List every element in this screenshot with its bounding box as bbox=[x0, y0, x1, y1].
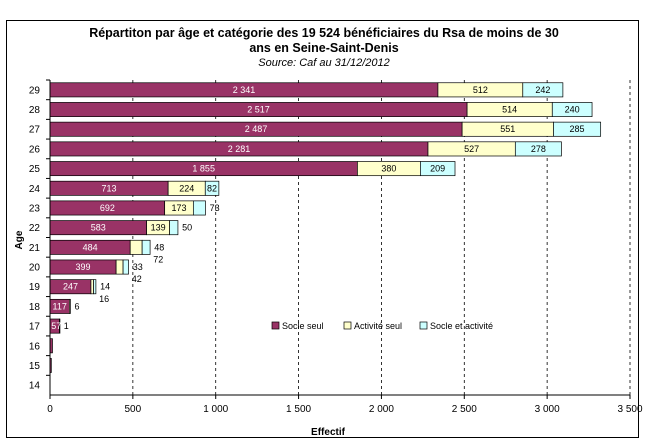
data-label-s1-age-18: 117 bbox=[53, 301, 67, 311]
data-label-s1-age-26: 2 281 bbox=[228, 144, 251, 154]
x-axis-title: Effectif bbox=[311, 427, 346, 438]
legend-swatch-2 bbox=[343, 321, 352, 330]
data-label-s2-age-27: 551 bbox=[500, 124, 515, 134]
data-label-s3-age-21: 48 bbox=[154, 242, 164, 252]
legend-label-3: Socle et activité bbox=[430, 321, 493, 331]
bar-3-age-19 bbox=[93, 279, 97, 295]
bar-3-age-29 bbox=[522, 82, 564, 98]
data-label-s1-age-27: 2 487 bbox=[245, 124, 268, 134]
data-label-s1-age-29: 2 341 bbox=[233, 85, 256, 95]
bar-3-age-25 bbox=[420, 161, 456, 177]
data-label-s2-age-23: 173 bbox=[171, 203, 186, 213]
bar-3-age-28 bbox=[551, 102, 593, 117]
y-tick-label-28: 28 bbox=[29, 105, 41, 116]
y-tick-label-17: 17 bbox=[29, 322, 41, 333]
bar-2-age-21 bbox=[129, 239, 143, 255]
bar-2-age-19 bbox=[90, 279, 94, 295]
data-label-s1-age-21: 484 bbox=[83, 242, 98, 252]
y-tick-label-23: 23 bbox=[29, 203, 41, 214]
y-tick-label-24: 24 bbox=[29, 184, 41, 195]
legend-swatch-3 bbox=[419, 321, 428, 330]
data-label-s3-age-28: 240 bbox=[565, 105, 580, 115]
data-label-s1-age-20: 399 bbox=[76, 262, 91, 272]
data-label-s1-age-28: 2 517 bbox=[247, 105, 270, 115]
chart-subtitle: Source: Caf au 31/12/2012 bbox=[258, 57, 390, 69]
data-label-s1-age-17: 57 bbox=[51, 321, 61, 331]
x-tick-label-3: 1 500 bbox=[286, 404, 311, 415]
data-label-s2-age-25: 380 bbox=[381, 164, 396, 174]
x-tick-label-1: 500 bbox=[125, 404, 142, 415]
data-label-s3-age-25: 209 bbox=[430, 164, 445, 174]
bar-3-age-22 bbox=[169, 220, 179, 236]
bar-3-age-23 bbox=[192, 200, 206, 216]
data-label-s1-age-24: 713 bbox=[102, 183, 117, 193]
y-tick-label-16: 16 bbox=[29, 341, 41, 352]
bar-3-age-26 bbox=[514, 141, 562, 157]
legend-label-2: Activité seul bbox=[354, 321, 402, 331]
data-label-s3-age-29: 242 bbox=[535, 85, 550, 95]
legend-swatch-1 bbox=[271, 321, 280, 330]
data-label-s1-age-19: 247 bbox=[63, 282, 78, 292]
x-tick-label-2: 1 000 bbox=[203, 404, 228, 415]
chart-frame bbox=[6, 20, 639, 438]
data-label-s2-age-28: 514 bbox=[502, 105, 517, 115]
y-tick-label-18: 18 bbox=[29, 302, 41, 313]
data-label-s2-age-24: 224 bbox=[179, 183, 194, 193]
chart-title-line1: Répartiton par âge et catégorie des 19 5… bbox=[89, 26, 559, 40]
bar-3-age-20 bbox=[122, 259, 129, 275]
y-tick-label-21: 21 bbox=[29, 243, 41, 254]
data-label-s3-age-17: 1 bbox=[64, 321, 69, 331]
bar-3-age-21 bbox=[141, 239, 151, 255]
x-tick-label-0: 0 bbox=[47, 404, 53, 415]
bar-2-age-17 bbox=[59, 318, 61, 334]
data-label-s2-age-21: 72 bbox=[153, 255, 163, 265]
data-label-s1-age-25: 1 855 bbox=[192, 164, 215, 174]
y-tick-label-20: 20 bbox=[29, 263, 41, 274]
data-label-s3-age-26: 278 bbox=[531, 144, 546, 154]
data-label-s3-age-27: 285 bbox=[570, 124, 585, 134]
y-tick-label-25: 25 bbox=[29, 164, 41, 175]
y-tick-label-19: 19 bbox=[29, 282, 41, 293]
bar-2-age-20 bbox=[115, 259, 124, 275]
data-label-s3-age-24: 82 bbox=[207, 183, 217, 193]
y-tick-label-29: 29 bbox=[29, 85, 41, 96]
x-tick-label-5: 2 500 bbox=[452, 404, 477, 415]
y-tick-label-14: 14 bbox=[29, 381, 41, 392]
data-label-s2-age-22: 139 bbox=[151, 223, 166, 233]
x-tick-label-6: 3 000 bbox=[535, 404, 560, 415]
x-tick-label-7: 3 500 bbox=[617, 404, 642, 415]
y-tick-label-27: 27 bbox=[29, 125, 41, 136]
bar-3-age-24 bbox=[204, 180, 220, 196]
data-label-s2-age-19: 16 bbox=[99, 294, 109, 304]
y-tick-label-22: 22 bbox=[29, 223, 41, 234]
legend-label-1: Socle seul bbox=[282, 321, 324, 331]
data-label-s3-age-18: 6 bbox=[74, 301, 79, 311]
data-label-s1-age-22: 583 bbox=[91, 223, 106, 233]
data-label-s2-age-20: 42 bbox=[132, 274, 142, 284]
y-axis-title: Age bbox=[14, 230, 25, 249]
y-tick-label-15: 15 bbox=[29, 361, 41, 372]
data-label-s3-age-19: 14 bbox=[100, 282, 110, 292]
data-label-s2-age-26: 527 bbox=[464, 144, 479, 154]
bar-3-age-27 bbox=[553, 121, 602, 137]
y-tick-label-26: 26 bbox=[29, 144, 41, 155]
chart-title-line2: ans en Seine-Saint-Denis bbox=[249, 41, 399, 55]
data-label-s3-age-20: 33 bbox=[133, 262, 143, 272]
data-label-s2-age-29: 512 bbox=[473, 85, 488, 95]
bar-2-age-18 bbox=[69, 298, 71, 314]
x-tick-label-4: 2 000 bbox=[369, 404, 394, 415]
data-label-s3-age-22: 50 bbox=[182, 223, 192, 233]
data-label-s1-age-23: 692 bbox=[100, 203, 115, 213]
data-label-s3-age-23: 73 bbox=[210, 203, 220, 213]
